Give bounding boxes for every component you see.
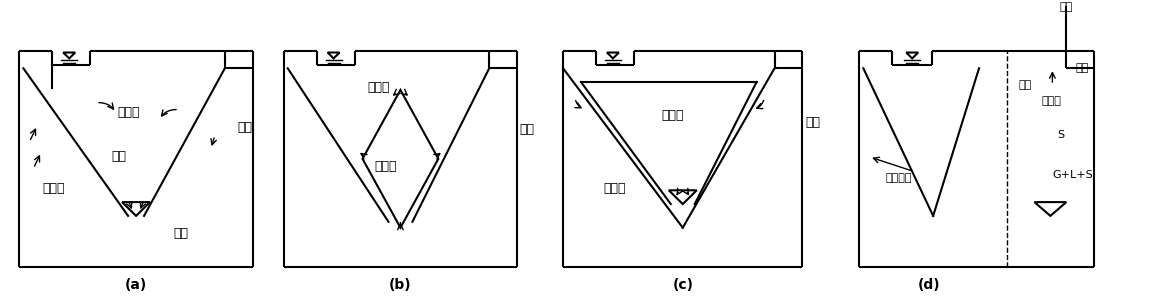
Text: 回流缝: 回流缝 (42, 182, 65, 195)
Text: 污泥: 污泥 (173, 227, 188, 240)
Text: 气室: 气室 (805, 116, 820, 129)
Text: 泥水: 泥水 (112, 150, 127, 163)
Text: (a): (a) (125, 278, 148, 292)
Text: 气室: 气室 (519, 123, 535, 136)
Text: (b): (b) (389, 278, 411, 292)
Text: 额外作用: 额外作用 (885, 173, 912, 184)
Text: 气室: 气室 (237, 121, 252, 134)
Text: 沉淀区: 沉淀区 (367, 81, 389, 94)
Text: G+L+S: G+L+S (1052, 170, 1092, 180)
Text: 沉淀区: 沉淀区 (661, 109, 684, 122)
Text: 回流缝: 回流缝 (374, 160, 396, 173)
Text: 泡沫: 泡沫 (1018, 80, 1032, 90)
Text: (d): (d) (918, 278, 940, 292)
Text: (c): (c) (673, 278, 694, 292)
Text: 沉淀区: 沉淀区 (1042, 96, 1062, 106)
Text: 沉淀区: 沉淀区 (117, 106, 141, 119)
Text: S: S (1056, 130, 1064, 140)
Text: 回流缝: 回流缝 (604, 182, 626, 195)
Text: 气体: 气体 (1060, 2, 1073, 12)
Text: 出水: 出水 (1075, 63, 1089, 73)
